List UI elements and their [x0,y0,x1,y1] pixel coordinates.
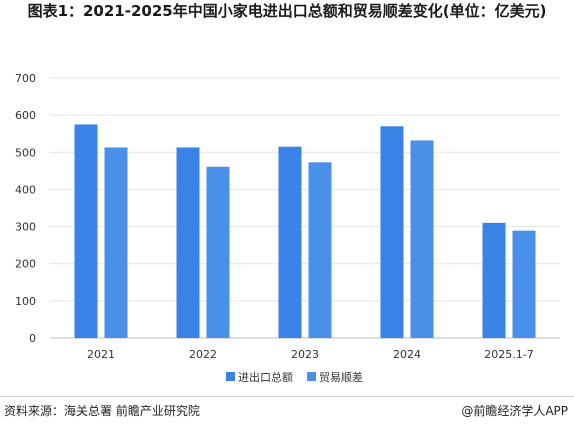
x-tick-label: 2025.1-7 [484,348,533,361]
credit-note: @前瞻经济学人APP [461,404,568,418]
chart-title: 图表1：2021-2025年中国小家电进出口总额和贸易顺差变化(单位：亿美元) [27,2,547,20]
footer-divider [0,396,574,397]
bar-total-2024 [380,126,404,339]
y-tick-label: 200 [15,258,36,271]
legend-swatch [226,372,235,381]
bar-total-2023 [278,146,302,338]
x-tick-label: 2023 [291,348,319,361]
bar-surplus-2023 [308,162,332,338]
bar-surplus-2022 [206,166,230,338]
x-tick-label: 2024 [393,348,421,361]
y-tick-label: 600 [15,109,36,122]
bar-total-2022 [176,147,200,338]
y-tick-label: 700 [15,72,36,85]
legend-swatch [307,372,316,381]
source-note: 资料来源：海关总署 前瞻产业研究院 [4,404,200,418]
y-tick-label: 100 [15,295,36,308]
y-tick-label: 0 [29,332,36,345]
bar-surplus-2024 [410,140,434,338]
x-tick-label: 2022 [189,348,217,361]
bar-surplus-2025.1-7 [512,230,536,338]
legend-label: 进出口总额 [238,370,293,384]
y-tick-label: 500 [15,146,36,159]
bar-total-2025.1-7 [482,222,506,338]
y-tick-label: 400 [15,183,36,196]
bar-chart: 0 100 200 300 400 500 600 700 2021 2022 2023 2024 20… [15,72,560,384]
x-tick-label: 2021 [87,348,115,361]
y-tick-label: 300 [15,221,36,234]
legend-label: 贸易顺差 [319,370,363,384]
bar-total-2021 [74,124,98,338]
bar-surplus-2021 [104,147,128,338]
